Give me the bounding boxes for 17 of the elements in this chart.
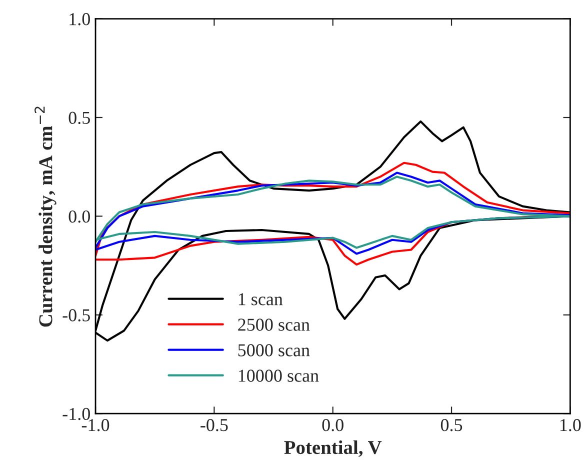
y-tick-label: 0.0 (68, 210, 90, 223)
line-series (96, 162, 570, 266)
y-tick-label: -0.5 (62, 309, 90, 322)
x-tick-label: 0.0 (322, 418, 344, 432)
legend-label: 2500 scan (238, 318, 310, 331)
x-tick-label: -1.0 (82, 418, 110, 432)
legend-label: 5000 scan (238, 344, 310, 356)
y-tick-label: 1.0 (70, 13, 90, 26)
x-tick-label: -0.5 (200, 418, 228, 432)
x-axis-title: Potential, V (284, 440, 382, 457)
legend-label: 1 scan (238, 293, 283, 306)
y-tick-label: -1.0 (62, 408, 90, 420)
x-tick-label: 0.5 (440, 418, 462, 432)
y-tick-label: 0.5 (68, 112, 90, 124)
legend-label: 10000 scan (238, 370, 319, 382)
x-tick-label: 1.0 (560, 418, 581, 432)
y-axis-title: Current density, mA cm$^{−2}$ (34, 106, 56, 327)
